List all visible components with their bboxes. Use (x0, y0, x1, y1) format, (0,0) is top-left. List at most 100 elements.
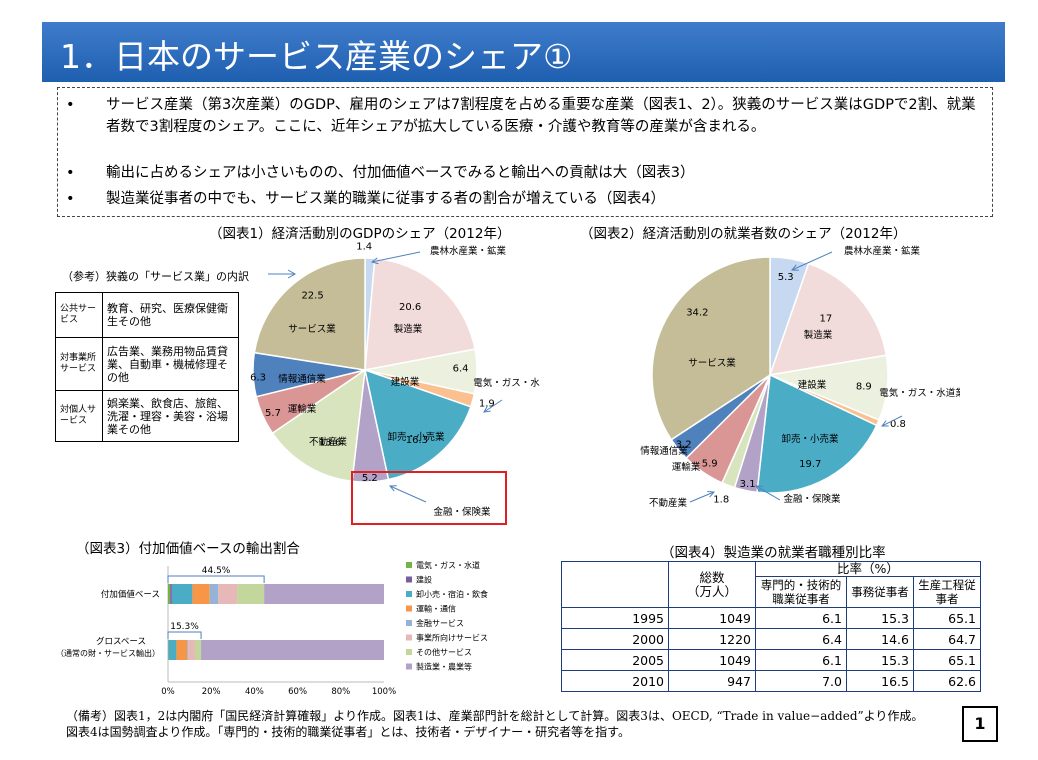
footnotes: （備考）図表1，2は内閣府「国民経済計算確報」より作成。図表1は、産業部門計を総… (66, 708, 923, 740)
bar-segment (218, 584, 238, 604)
footnote-line: （備考）図表1，2は内閣府「国民経済計算確報」より作成。図表1は、産業部門計を総… (66, 709, 924, 723)
bar-segment (170, 584, 172, 604)
bar-segment (209, 584, 219, 604)
legend-swatch (406, 591, 412, 597)
legend-swatch (406, 634, 412, 641)
leader-arrowhead (388, 485, 397, 492)
year-cell: 2010 (561, 670, 669, 692)
page-title: 1．日本のサービス産業のシェア① (60, 37, 573, 76)
pie-category-label: 建設業 (798, 379, 827, 391)
pie-category-label: 不動産業 (309, 436, 348, 448)
reference-row: 対個人サービス 娯楽業、飲食店、旅館、洗濯・理容・美容・浴場業その他 (55, 390, 239, 442)
table-header-row: 専門的・技術的職業従事者 事務従事者 生産工程従事者 (562, 576, 981, 608)
bullet-text: 輸出に占めるシェアは小さいものの、付加価値ベースでみると輸出への貢献は大（図表3… (106, 165, 695, 181)
reference-title: （参考）狭義の「サービス業」の内訳 (62, 270, 249, 283)
reference-category: 対事業所サービス (55, 337, 103, 391)
leader-line (689, 491, 715, 503)
pie-category-label: 情報通信業 (640, 445, 688, 457)
legend-label: 電気・ガス・水道 (416, 560, 480, 570)
legend-swatch (406, 663, 412, 670)
pie-slice-2 (364, 257, 476, 371)
legend-swatch (406, 649, 412, 655)
legend-label: 金融サービス (416, 618, 464, 628)
leader-line (881, 415, 903, 427)
leader-line (483, 399, 503, 413)
pie-category-label: サービス業 (288, 323, 336, 335)
total-cell: 1049 (668, 607, 756, 629)
legend-label: 製造業・農業等 (416, 662, 472, 672)
pie-value-label: 17 (819, 314, 832, 325)
legend-label: 建設 (416, 575, 432, 585)
leader-arrowhead (790, 264, 799, 271)
employment-pie-chart: 5.3 農林水産業・鉱業 17 製造業 8.9 建設業 0.8 電気・ガス・水道業 19.7 卸売… (640, 245, 960, 509)
bar-segment (187, 640, 189, 660)
pie-category-label: 製造業 (804, 329, 833, 341)
reference-arrow (268, 269, 297, 279)
category-label: グロスベース (96, 636, 146, 647)
pie-slice-5 (363, 368, 472, 481)
pie-value-label: 13.6 (319, 437, 341, 448)
legend-swatch (406, 576, 412, 583)
gdp-pie-chart: 1.4 農林水産業・鉱業 20.6 製造業 6.4 建設業 1.9 電気・ガス・水道業 16.3… (250, 241, 540, 525)
leader-arrowhead (483, 405, 491, 413)
pie-value-label: 1.8 (713, 495, 729, 506)
pie-value-label: 0.8 (890, 419, 906, 430)
pie-value-label: 8.9 (856, 382, 872, 393)
pie-category-label: 運輸業 (672, 461, 701, 473)
total-cell: 1049 (668, 649, 756, 671)
production-cell: 62.6 (913, 670, 981, 692)
col-professional-header: 専門的・技術的職業従事者 (755, 576, 847, 608)
pie-slice-2 (768, 262, 888, 376)
x-tick-label: 80% (331, 687, 350, 697)
leader-arrowhead (880, 420, 889, 427)
chart4-title: （図表4）製造業の就業者職種別比率 (661, 545, 886, 561)
leader-arrowhead (370, 257, 379, 265)
reference-content: 教育、研究、医療保健衛生その他 (102, 292, 239, 338)
chart1-title: （図表1）経済活動別のGDPのシェア（2012年） (209, 226, 511, 242)
pie-category-label: 電気・ガス・水道業 (879, 387, 960, 399)
table-header-row: 総数 （万人） 比率（%） (561, 561, 981, 608)
pie-value-label: 6.3 (250, 372, 266, 383)
pie-category-label: 卸売・小売業 (781, 433, 839, 445)
x-tick-label: 0% (161, 687, 175, 697)
footnote-line: 図表4は国勢調査より作成。「専門的・技術的職業従事者」とは、技術者・デザイナー・… (66, 725, 630, 739)
leader-arrowhead (707, 491, 716, 498)
clerical-cell: 15.3 (846, 607, 914, 629)
pie-value-label: 20.6 (399, 302, 421, 313)
year-cell: 2000 (561, 628, 669, 650)
pie-category-label: 金融・保険業 (783, 493, 841, 505)
summary-box: • サービス産業（第3次産業）のGDP、雇用のシェアは7割程度を占める重要な産業… (57, 87, 993, 217)
bar-segment (171, 584, 193, 604)
table-row: 2005 1049 6.1 15.3 65.1 (561, 649, 981, 671)
pie-category-label: 情報通信業 (278, 373, 326, 385)
category-label: （通常の財・サービス輸出） (56, 648, 160, 658)
pie-value-label: 5.3 (778, 272, 794, 283)
chart3-title: （図表3）付加価値ベースの輸出割合 (76, 541, 300, 557)
x-tick-label: 60% (288, 687, 307, 697)
pie-value-label: 1.4 (356, 241, 372, 252)
leader-arrowhead (755, 485, 763, 492)
pie-category-label: 卸売・小売業 (387, 431, 445, 443)
leader-line (389, 485, 427, 503)
pie-value-label: 5.9 (702, 458, 718, 469)
pie-value-label: 3.1 (740, 479, 756, 490)
pie-slice-7 (271, 368, 366, 483)
legend-swatch (406, 620, 412, 626)
reference-table: 公共サービス 教育、研究、医療保健衛生その他 対事業所サービス 広告業、業務用物… (55, 292, 239, 442)
total-cell: 947 (668, 670, 756, 692)
bar-segment (192, 584, 210, 604)
bar-segment (201, 640, 384, 660)
occupation-table: 総数 （万人） 比率（%） 専門的・技術的職業従事者 事務従事者 生産工程従事者… (561, 561, 981, 692)
reference-content: 広告業、業務用物品賃貸業、自動車・機械修理その他 (102, 337, 239, 391)
ratio-header: 比率（%） (755, 561, 981, 577)
pie-category-label: 不動産業 (649, 497, 688, 509)
bar-segment (168, 640, 177, 660)
pie-slice-10 (651, 256, 771, 441)
pie-value-label: 3.2 (676, 439, 692, 450)
legend-swatch (406, 605, 412, 612)
bar-segment (176, 640, 188, 660)
legend-label: 運輸・通信 (416, 604, 456, 614)
leader-line (755, 485, 781, 501)
year-cell: 2005 (561, 649, 669, 671)
production-cell: 64.7 (913, 628, 981, 650)
